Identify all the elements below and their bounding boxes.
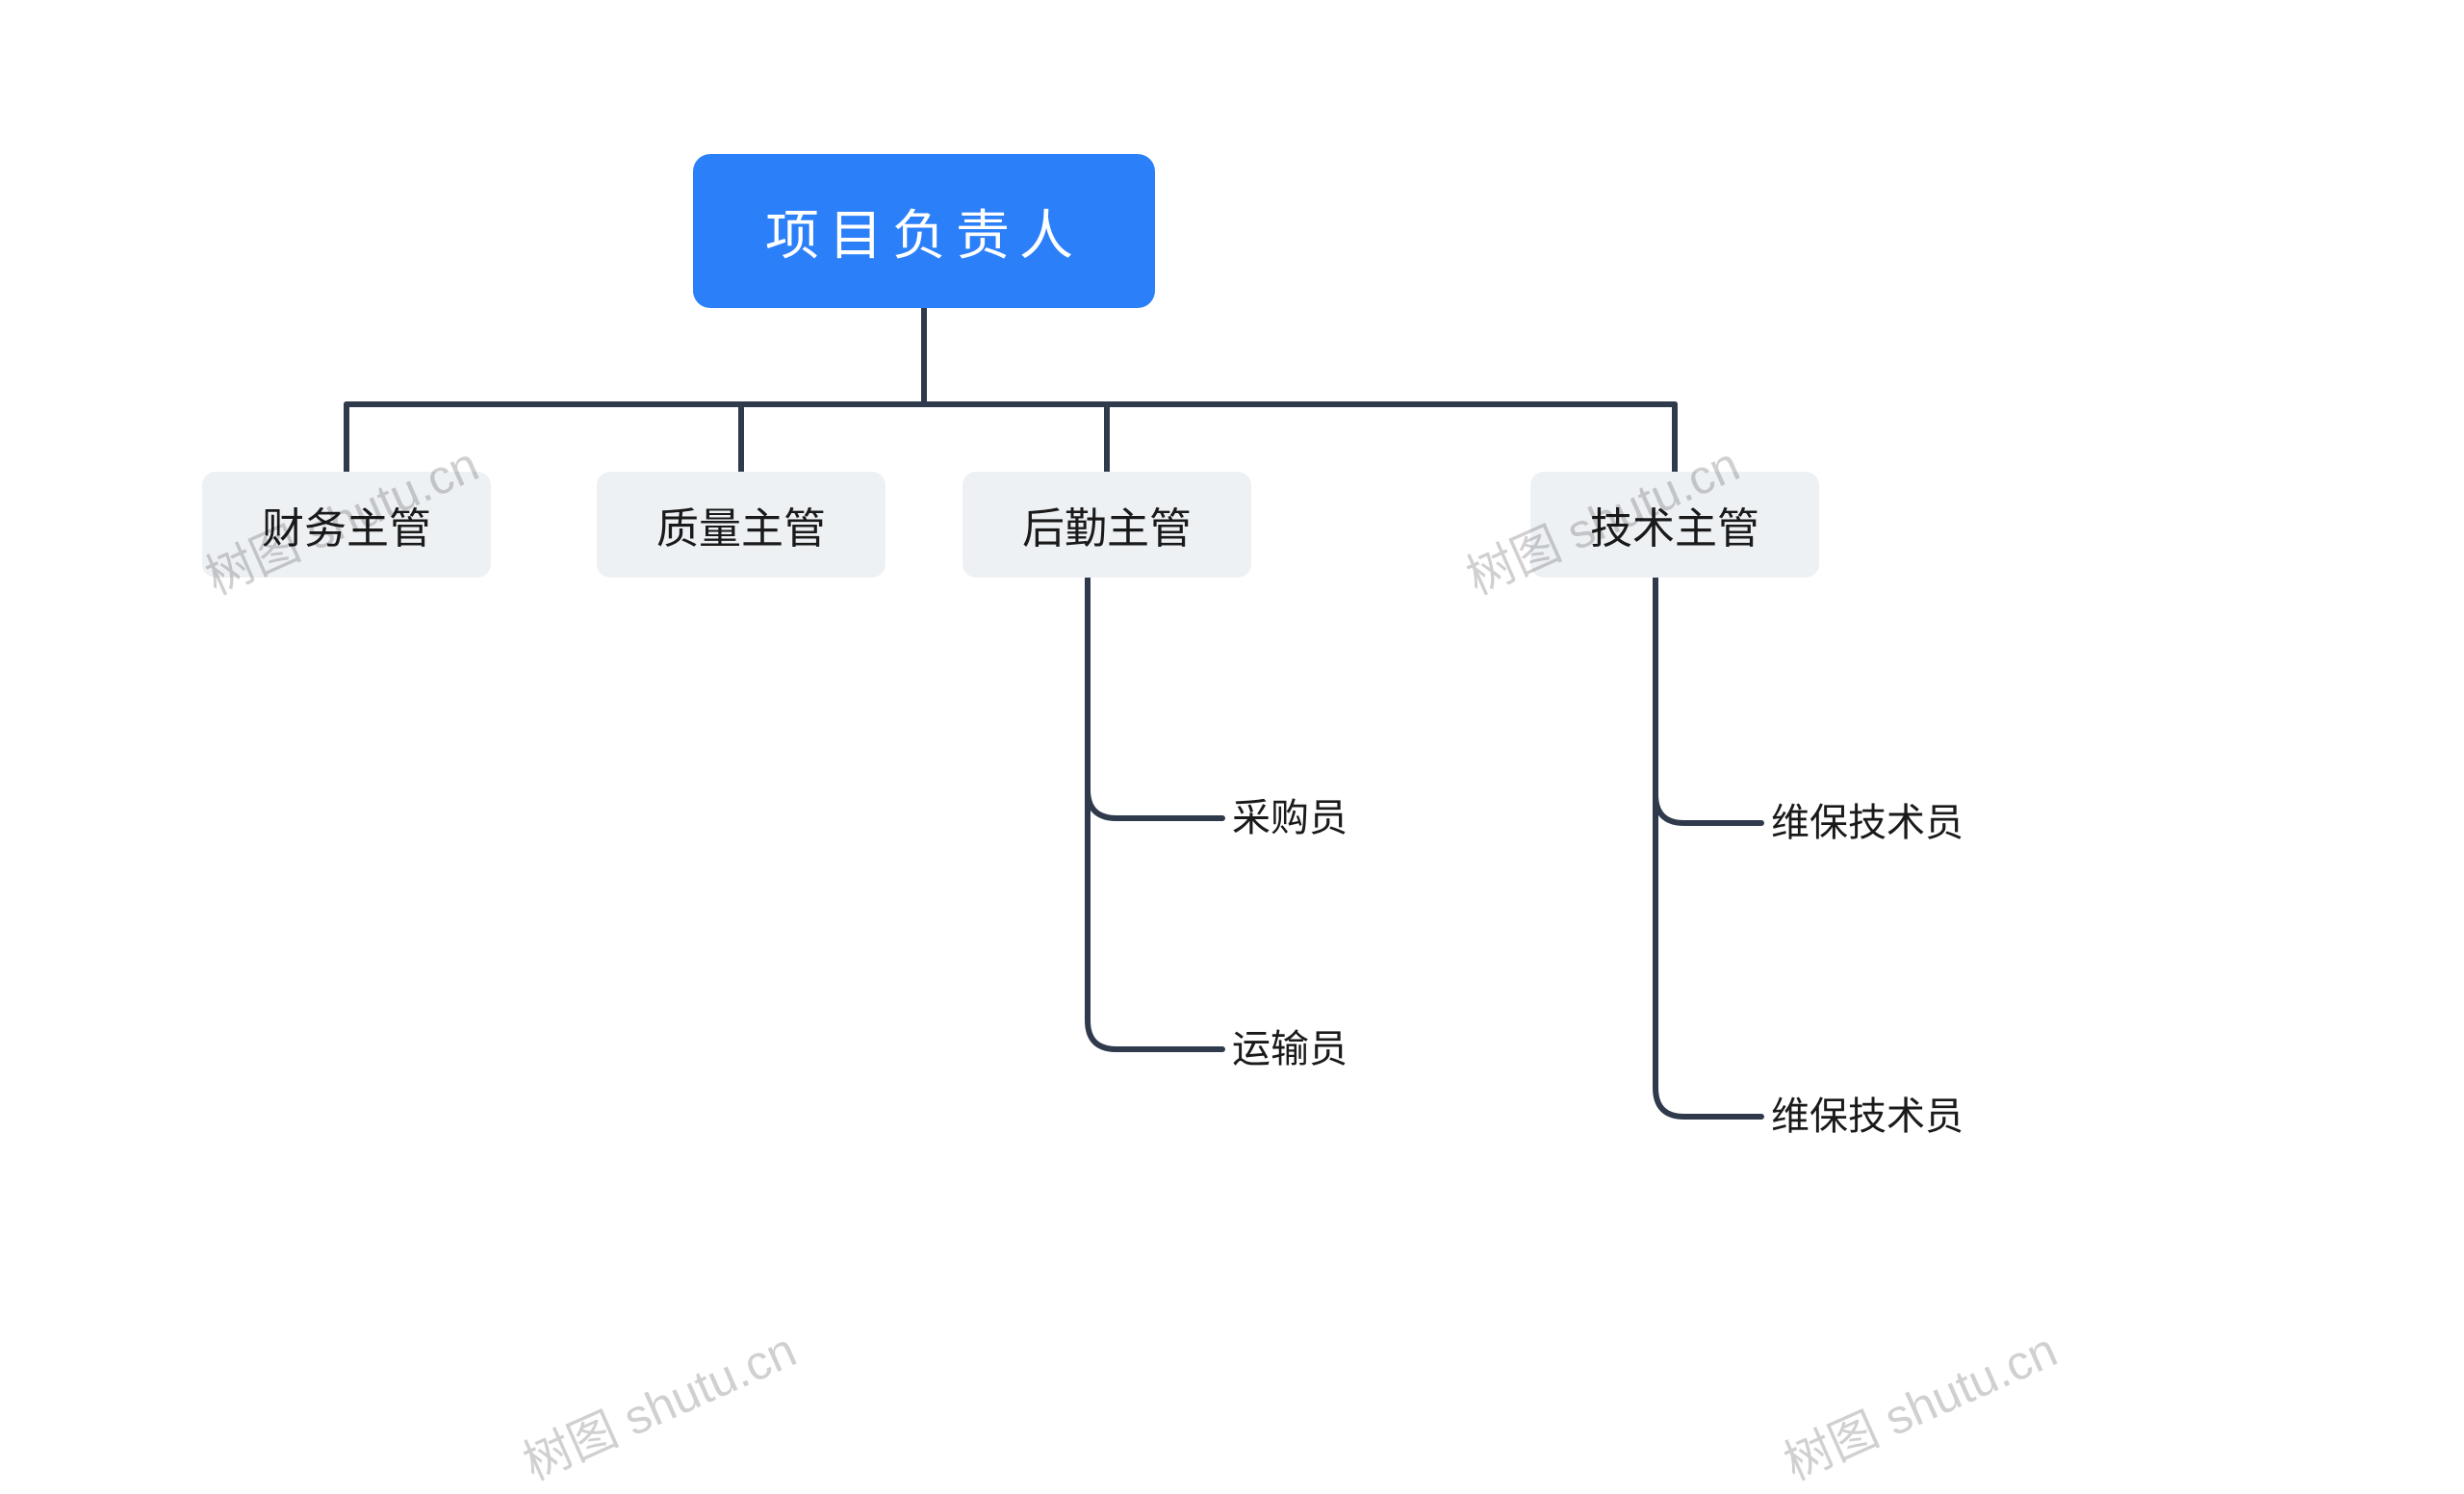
diagram-canvas: 项目负责人 财务主管 质量主管 后勤主管 技术主管 采购员 运输员 维保技术员 … (0, 0, 2464, 1467)
child-node-logistics: 后勤主管 (962, 472, 1251, 578)
edges-layer (0, 0, 2464, 1467)
leaf-label: 采购员 (1232, 794, 1348, 842)
child-label: 后勤主管 (1022, 494, 1192, 555)
leaf-node: 运输员 (1232, 1020, 1482, 1078)
leaf-label: 维保技术员 (1771, 799, 1964, 847)
leaf-node: 采购员 (1232, 789, 1482, 847)
child-label: 质量主管 (656, 494, 826, 555)
leaf-label: 维保技术员 (1771, 1093, 1964, 1141)
root-node: 项目负责人 (693, 154, 1155, 308)
root-label: 项目负责人 (765, 193, 1083, 270)
leaf-node: 维保技术员 (1771, 770, 1964, 876)
child-node-quality: 质量主管 (597, 472, 886, 578)
leaf-node: 维保技术员 (1771, 1088, 2079, 1146)
leaf-label: 运输员 (1232, 1025, 1348, 1073)
